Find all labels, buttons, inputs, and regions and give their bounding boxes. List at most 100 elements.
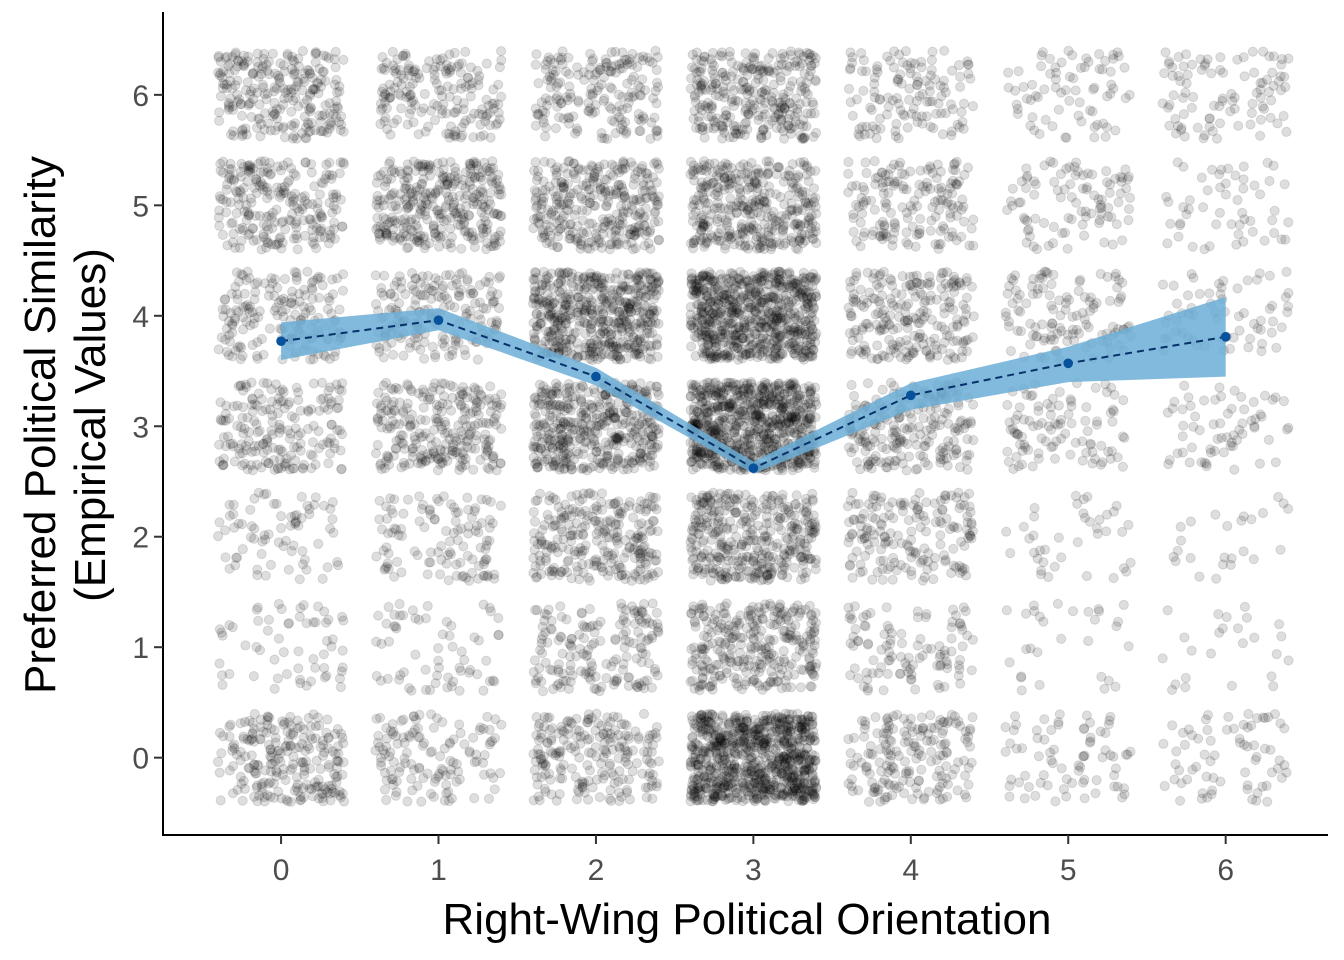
jitter-point [624, 541, 635, 553]
jitter-point [382, 451, 393, 462]
jitter-point [638, 683, 650, 694]
jitter-point [256, 781, 268, 793]
jitter-point [584, 672, 595, 683]
jitter-point [618, 206, 629, 217]
jitter-point [280, 741, 291, 752]
jitter-point [563, 156, 574, 167]
jitter-point [601, 658, 612, 670]
jitter-point [555, 601, 566, 612]
jitter-point [327, 514, 338, 525]
jitter-point [631, 653, 642, 664]
jitter-point [252, 48, 263, 59]
jitter-point [388, 756, 399, 767]
jitter-point [314, 189, 325, 200]
jitter-point [275, 756, 286, 768]
jitter-point [445, 156, 456, 168]
jitter-point [569, 210, 580, 221]
jitter-point [610, 128, 621, 139]
jitter-point [456, 243, 467, 254]
jitter-point [325, 523, 336, 534]
jitter-point [268, 778, 279, 789]
jitter-point [283, 717, 294, 728]
jitter-point [390, 419, 401, 430]
jitter-point [267, 758, 278, 769]
jitter-point [584, 603, 596, 615]
jitter-point [321, 670, 332, 681]
jitter-point [605, 795, 617, 807]
jitter-point [595, 352, 606, 363]
jitter-point [608, 316, 619, 327]
jitter-point [294, 574, 305, 585]
jitter-point [646, 418, 657, 429]
jitter-point [236, 778, 247, 790]
jitter-point [334, 786, 345, 797]
jitter-point [375, 712, 386, 723]
jitter-point [249, 759, 260, 770]
jitter-point [550, 386, 561, 397]
jitter-point [530, 411, 542, 422]
jitter-point [614, 225, 625, 237]
jitter-point [555, 423, 566, 434]
jitter-point [635, 125, 646, 137]
jitter-point [247, 733, 258, 744]
jitter-point [388, 405, 400, 416]
jitter-point [652, 386, 663, 398]
jitter-point [312, 712, 324, 723]
jitter-point [433, 655, 444, 666]
jitter-point [398, 610, 409, 621]
jitter-point [277, 716, 288, 727]
jitter-point [390, 790, 401, 801]
jitter-point [265, 759, 276, 770]
jitter-point [466, 443, 477, 454]
jitter-point [438, 491, 449, 502]
jitter-point [538, 117, 549, 128]
jitter-point [381, 561, 392, 572]
jitter-point [239, 716, 251, 728]
jitter-point [394, 298, 405, 309]
jitter-point [253, 61, 264, 73]
jitter-point [534, 488, 546, 499]
jitter-point [244, 763, 255, 774]
jitter-point [322, 787, 333, 798]
jitter-point [612, 351, 623, 362]
jitter-point [638, 177, 649, 188]
jitter-point [282, 746, 293, 757]
jitter-point [271, 767, 283, 778]
jitter-point [467, 288, 478, 299]
jitter-point [297, 559, 309, 570]
jitter-point [591, 684, 602, 695]
jitter-point [638, 437, 649, 448]
jitter-point [217, 679, 228, 691]
jitter-point [489, 98, 500, 109]
jitter-point [269, 217, 280, 228]
jitter-point [566, 536, 577, 547]
jitter-point [472, 669, 483, 680]
jitter-point [228, 175, 239, 186]
jitter-point [290, 92, 301, 104]
jitter-point [496, 55, 507, 66]
jitter-point [243, 229, 254, 241]
jitter-point [574, 506, 585, 517]
jitter-point [611, 675, 622, 686]
jitter-point [217, 229, 228, 240]
jitter-point [496, 46, 507, 57]
jitter-point [326, 783, 337, 794]
jitter-point [544, 495, 555, 506]
jitter-point [538, 176, 549, 187]
jitter-point [495, 226, 506, 237]
jitter-point [597, 191, 608, 202]
jitter-point [225, 719, 236, 730]
jitter-point [623, 774, 635, 785]
jitter-point [457, 267, 468, 278]
jitter-point [290, 742, 301, 754]
jitter-point [531, 49, 542, 60]
jitter-point [227, 745, 238, 756]
jitter-point [227, 320, 238, 331]
jitter-point [226, 218, 237, 229]
jitter-point [232, 89, 243, 100]
jitter-point [317, 377, 328, 388]
jitter-point [308, 709, 319, 720]
jitter-point [228, 508, 239, 520]
jitter-point [336, 464, 347, 475]
